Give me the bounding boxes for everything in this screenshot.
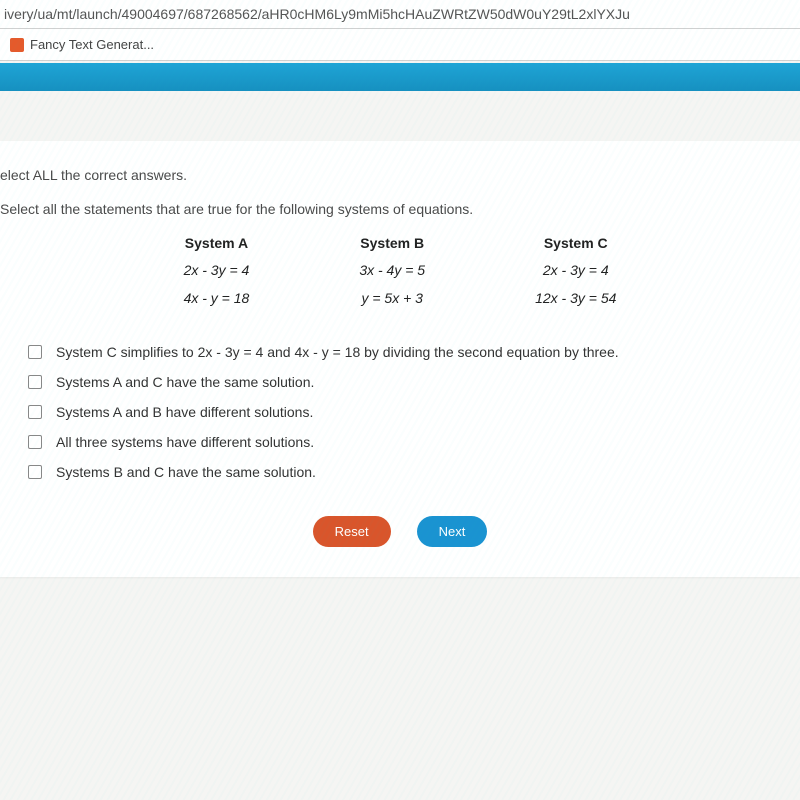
systems-row: System A 2x - 3y = 4 4x - y = 18 System … [0, 235, 800, 344]
instruction-text: Select all the statements that are true … [0, 189, 800, 235]
instruction-prefix: elect ALL the correct answers. [0, 161, 800, 189]
option-3-label: Systems A and B have different solutions… [56, 404, 313, 420]
option-1[interactable]: System C simplifies to 2x - 3y = 4 and 4… [28, 344, 772, 360]
system-a-eq1: 2x - 3y = 4 [184, 259, 250, 281]
option-2[interactable]: Systems A and C have the same solution. [28, 374, 772, 390]
system-b-title: System B [359, 235, 425, 251]
option-5-label: Systems B and C have the same solution. [56, 464, 316, 480]
option-5[interactable]: Systems B and C have the same solution. [28, 464, 772, 480]
next-button[interactable]: Next [417, 516, 488, 547]
system-c: System C 2x - 3y = 4 12x - 3y = 54 [535, 235, 616, 316]
url-text: ivery/ua/mt/launch/49004697/687268562/aH… [4, 6, 630, 22]
system-a-title: System A [184, 235, 250, 251]
button-row: Reset Next [0, 516, 800, 547]
system-c-title: System C [535, 235, 616, 251]
bookmark-label[interactable]: Fancy Text Generat... [30, 37, 154, 52]
bookmark-icon [10, 38, 24, 52]
option-4-label: All three systems have different solutio… [56, 434, 314, 450]
checkbox-3[interactable] [28, 405, 42, 419]
reset-button[interactable]: Reset [313, 516, 391, 547]
option-4[interactable]: All three systems have different solutio… [28, 434, 772, 450]
option-3[interactable]: Systems A and B have different solutions… [28, 404, 772, 420]
system-a-eq2: 4x - y = 18 [184, 287, 250, 309]
app-header-bar [0, 63, 800, 91]
system-b-eq1: 3x - 4y = 5 [359, 259, 425, 281]
checkbox-4[interactable] [28, 435, 42, 449]
checkbox-1[interactable] [28, 345, 42, 359]
system-a: System A 2x - 3y = 4 4x - y = 18 [184, 235, 250, 316]
system-b-eq2: y = 5x + 3 [359, 287, 425, 309]
bookmark-bar: Fancy Text Generat... [0, 29, 800, 61]
checkbox-2[interactable] [28, 375, 42, 389]
options-list: System C simplifies to 2x - 3y = 4 and 4… [0, 344, 800, 480]
system-b: System B 3x - 4y = 5 y = 5x + 3 [359, 235, 425, 316]
option-2-label: Systems A and C have the same solution. [56, 374, 314, 390]
system-c-eq2: 12x - 3y = 54 [535, 287, 616, 309]
option-1-label: System C simplifies to 2x - 3y = 4 and 4… [56, 344, 619, 360]
system-c-eq1: 2x - 3y = 4 [535, 259, 616, 281]
url-bar: ivery/ua/mt/launch/49004697/687268562/aH… [0, 0, 800, 29]
checkbox-5[interactable] [28, 465, 42, 479]
question-panel: elect ALL the correct answers. Select al… [0, 141, 800, 577]
